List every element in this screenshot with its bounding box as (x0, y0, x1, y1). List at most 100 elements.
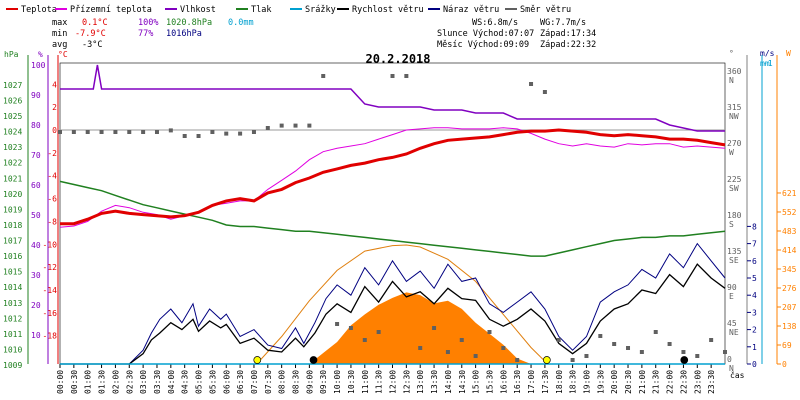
wind-dir-point (626, 346, 631, 350)
x-tick-label: 21:00 (638, 370, 647, 394)
x-tick-label: 00:00 (56, 370, 65, 394)
x-tick-label: 00:30 (70, 370, 79, 394)
wind-dir-point (335, 322, 340, 326)
x-tick-label: 08:00 (278, 370, 287, 394)
wind-dir-point (445, 350, 450, 354)
legend-label: Přízemní teplota (70, 5, 152, 15)
wind-dir-point (196, 134, 201, 138)
x-tick-label: 04:30 (181, 370, 190, 394)
wind-dir-point (515, 358, 520, 362)
wind-dir-point (348, 326, 353, 330)
temp-tick-label: -16 (43, 309, 58, 318)
mm-tick-label: -1 (763, 59, 773, 68)
pct-tick-label: 30 (31, 271, 41, 280)
stats-wg: WG:7.7m/s (540, 18, 586, 28)
series-sunshine (309, 292, 532, 364)
wind-dir-point (127, 130, 132, 134)
wind-dir-point (168, 128, 173, 133)
hpa-tick-label: 1023 (3, 143, 22, 152)
w-tick-label: 276 (782, 284, 797, 293)
hpa-tick-label: 1027 (3, 81, 22, 90)
x-tick-label: 09:30 (319, 370, 328, 394)
wind-dir-point (362, 338, 367, 342)
pct-tick-label: 60 (31, 181, 41, 190)
wind-dir-point (473, 354, 478, 358)
legend-label: Náraz větru (443, 5, 499, 15)
unit-ms: m/s (760, 49, 775, 58)
wind-dir-point (529, 82, 534, 86)
dir-tick-compass: N (729, 76, 734, 85)
stats-avg-label: avg (52, 40, 67, 50)
pct-tick-label: 100 (31, 61, 46, 70)
sun-moon-marker (253, 356, 262, 364)
dir-tick-label: 45 (727, 319, 737, 328)
hpa-tick-label: 1014 (3, 283, 22, 292)
series-temp (60, 128, 726, 226)
hpa-tick-label: 1017 (3, 237, 22, 246)
stats-min-hum: 77% (138, 29, 153, 39)
stats-min-label: min (52, 29, 67, 39)
hpa-tick-label: 1020 (3, 190, 22, 199)
x-tick-label: 07:00 (250, 370, 259, 394)
wind-dir-point (639, 350, 644, 354)
wind-dir-point (653, 330, 658, 334)
dir-tick-label: 0 (727, 355, 732, 364)
wind-dir-point (584, 354, 589, 358)
x-tick-label: 03:00 (139, 370, 148, 394)
pct-tick-label: 20 (31, 301, 41, 310)
x-tick-label: 21:30 (652, 370, 661, 394)
x-tick-label: 06:00 (222, 370, 231, 394)
series-humidity (60, 64, 725, 132)
hpa-tick-label: 1015 (3, 268, 22, 277)
dir-tick-label: 135 (727, 247, 742, 256)
plot-area (58, 64, 727, 365)
w-tick-label: 621 (782, 189, 797, 198)
legend-label: Rychlost větru (352, 5, 424, 15)
x-tick-label: 23:30 (707, 370, 716, 394)
x-tick-label: 11:00 (361, 370, 370, 394)
x-tick-label: 13:00 (416, 370, 425, 394)
x-tick-label: 19:00 (582, 370, 591, 394)
x-tick-label: 02:30 (125, 370, 134, 394)
sun-moon-marker (542, 356, 551, 364)
x-tick-label: 15:00 (472, 370, 481, 394)
wind-dir-point (667, 342, 672, 346)
x-tick-label: 12:00 (389, 370, 398, 394)
temp-tick-label: -12 (43, 263, 58, 272)
sun-moon-marker (309, 356, 318, 364)
dir-tick-label: 90 (727, 283, 737, 292)
x-tick-label: 03:30 (153, 370, 162, 394)
x-tick-label: 18:00 (555, 370, 564, 394)
stats-max-label: max (52, 18, 67, 28)
hpa-tick-label: 1016 (3, 252, 22, 261)
wind-dir-point (99, 130, 104, 134)
wind-dir-point (681, 350, 686, 354)
wind-dir-point (154, 130, 159, 134)
hpa-tick-label: 1026 (3, 96, 22, 105)
w-tick-label: 207 (782, 303, 797, 312)
wind-dir-point (293, 123, 298, 128)
dir-tick-label: 360 (727, 67, 742, 76)
temp-tick-label: -2 (47, 149, 57, 158)
dir-tick-compass: W (729, 148, 734, 157)
wind-dir-point (612, 342, 617, 346)
x-tick-label: 22:00 (666, 370, 675, 394)
x-tick-label: 13:30 (430, 370, 439, 394)
wind-dir-point (265, 126, 270, 130)
wind-dir-point (182, 134, 187, 138)
wind-dir-point (418, 346, 423, 350)
hpa-tick-label: 1019 (3, 205, 22, 214)
temp-tick-label: -14 (43, 286, 58, 295)
sun-moon-marker (680, 356, 689, 364)
hpa-tick-label: 1024 (3, 128, 22, 137)
pct-tick-label: 10 (31, 331, 41, 340)
hpa-tick-label: 1010 (3, 345, 22, 354)
stats-min-temp: -7.9°C (75, 29, 106, 39)
series-wind-speed (60, 263, 726, 365)
x-tick-label: 05:30 (208, 370, 217, 394)
wind-dir-point (723, 350, 727, 354)
stats-min-press: 1016hPa (166, 29, 202, 39)
legend-label: Směr větru (520, 5, 571, 15)
hpa-tick-label: 1011 (3, 330, 22, 339)
